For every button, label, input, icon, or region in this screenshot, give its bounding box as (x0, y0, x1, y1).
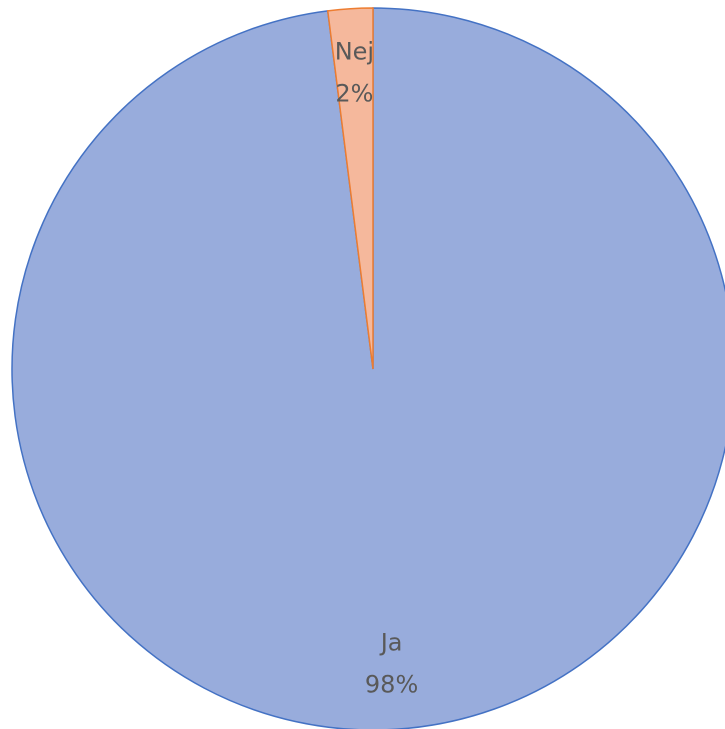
slice-label-name: Ja (379, 628, 403, 656)
pie-slice (326, 7, 374, 370)
slice-label-value: 98% (365, 670, 418, 698)
pie-slice (11, 7, 725, 729)
slice-label-name: Nej (335, 38, 374, 66)
slice-label-value: 2% (335, 80, 373, 108)
